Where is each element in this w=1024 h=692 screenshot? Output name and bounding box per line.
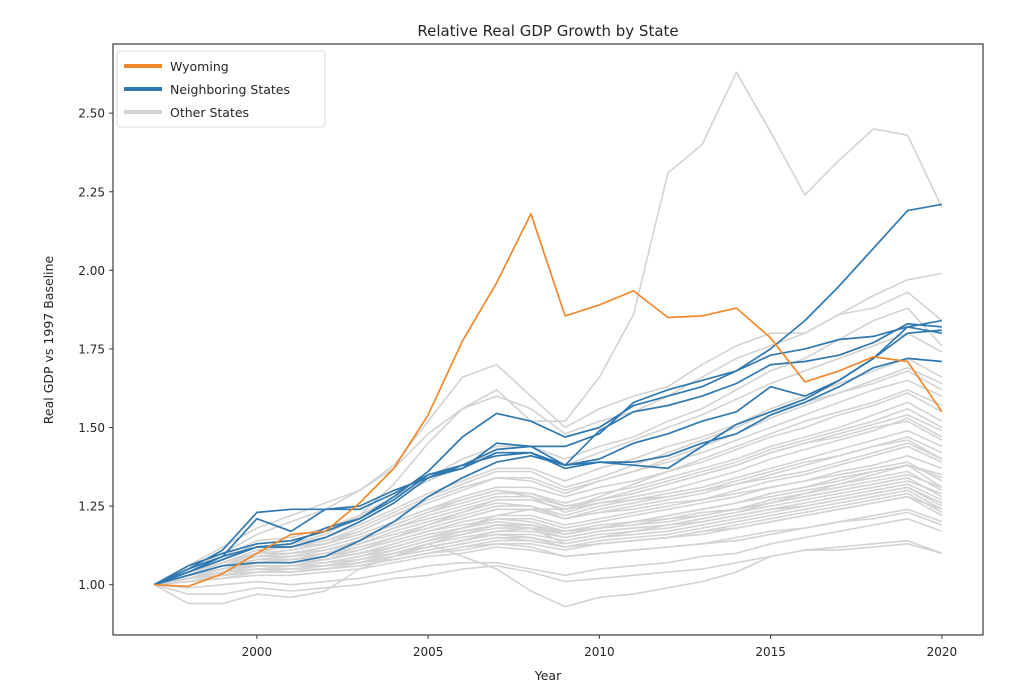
legend-label-other-states: Other States — [170, 105, 249, 120]
y-tick-label: 2.25 — [78, 185, 105, 199]
series-line-neighbor — [153, 322, 942, 586]
series-line-other — [153, 71, 943, 586]
series-line-other — [153, 366, 943, 586]
x-tick-label: 2010 — [584, 645, 615, 659]
legend: Wyoming Neighboring States Other States — [116, 50, 326, 128]
series-line-neighbor — [153, 319, 943, 586]
y-tick-label: 2.50 — [78, 107, 105, 121]
y-axis-label: Real GDP vs 1997 Baseline — [41, 255, 56, 424]
y-tick-label: 2.00 — [78, 264, 105, 278]
series-line-other — [153, 407, 943, 586]
series-line-wyoming — [154, 212, 943, 588]
series-layer — [153, 71, 943, 608]
series-line-other — [153, 291, 943, 586]
x-tick-label: 2015 — [755, 645, 786, 659]
y-tick-label: 1.25 — [78, 500, 105, 514]
plot-frame — [112, 43, 984, 636]
y-tick-label: 1.75 — [78, 342, 105, 356]
series-line-other — [153, 542, 943, 608]
series-line-other — [153, 420, 943, 586]
series-line-other — [154, 470, 943, 586]
series-line-neighbor — [153, 326, 943, 586]
y-axis: 1.00 1.25 1.50 1.75 2.00 2.25 2.50 — [78, 107, 113, 592]
legend-label-neighboring-states: Neighboring States — [170, 82, 290, 97]
series-line-other — [153, 464, 943, 586]
series-line-other — [153, 439, 943, 586]
y-tick-label: 1.50 — [78, 421, 105, 435]
x-axis: 2000 2005 2010 2015 2020 — [242, 635, 958, 659]
x-tick-label: 2020 — [927, 645, 958, 659]
legend-label-wyoming: Wyoming — [170, 59, 229, 74]
series-line-other — [154, 508, 943, 586]
x-axis-label: Year — [534, 668, 562, 683]
series-line-neighbor — [153, 329, 942, 586]
x-tick-label: 2000 — [242, 645, 273, 659]
y-tick-label: 1.00 — [78, 578, 105, 592]
legend-box — [116, 50, 326, 128]
x-tick-label: 2005 — [413, 645, 444, 659]
series-line-other — [154, 517, 943, 589]
chart-title: Relative Real GDP Growth by State — [417, 22, 678, 40]
series-line-neighbor — [153, 203, 943, 586]
